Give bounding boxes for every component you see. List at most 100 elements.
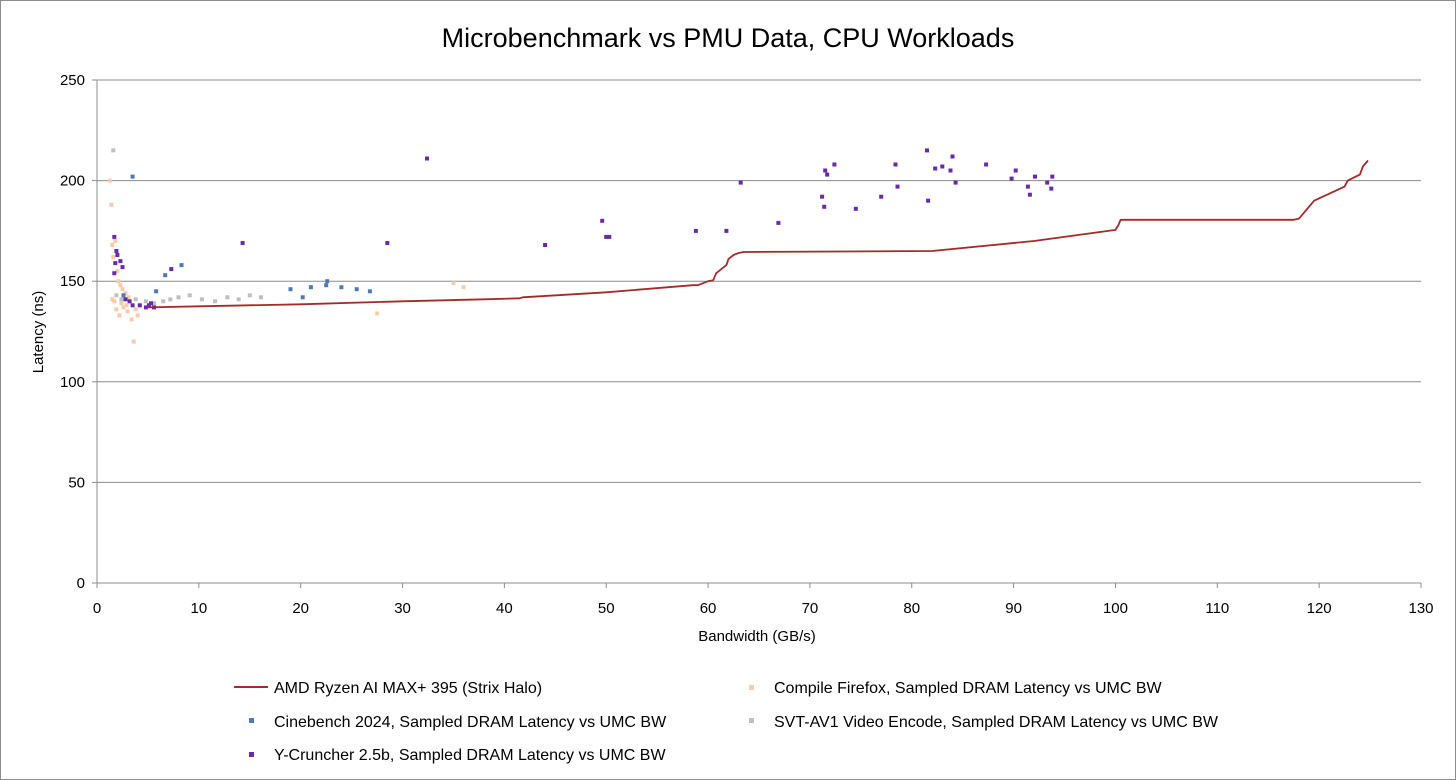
data-point — [1050, 174, 1055, 179]
data-point — [451, 281, 456, 286]
data-point — [152, 301, 156, 306]
data-point — [114, 249, 119, 253]
data-point — [111, 255, 116, 260]
data-point — [225, 295, 230, 300]
data-point — [118, 259, 123, 264]
data-point — [1025, 184, 1030, 189]
series-3 — [111, 148, 263, 306]
data-point — [724, 228, 729, 233]
data-point — [308, 285, 313, 290]
data-point — [124, 303, 129, 308]
data-point — [169, 267, 174, 272]
data-point — [926, 198, 931, 203]
data-point — [112, 234, 117, 239]
data-point — [126, 295, 131, 300]
x-tick-label: 100 — [1103, 600, 1128, 617]
y-tick-labels: 0 50 100 150 200 250 — [60, 72, 85, 592]
x-tick-labels: 0 10 20 30 40 50 60 70 80 90 100 110 120 130 — [93, 600, 1434, 617]
data-point — [925, 148, 929, 153]
x-tick-label: 110 — [1205, 600, 1229, 617]
data-point — [114, 293, 119, 298]
axes — [92, 79, 1422, 588]
data-series — [108, 148, 1369, 344]
data-point — [154, 289, 159, 294]
legend: AMD Ryzen AI MAX+ 395 (Strix Halo) Compi… — [234, 680, 1219, 764]
data-point — [895, 184, 900, 189]
data-point — [117, 313, 122, 318]
data-point — [950, 154, 955, 159]
data-point — [131, 339, 136, 344]
data-point — [984, 162, 989, 167]
data-point — [115, 269, 120, 274]
y-tick-label: 0 — [77, 575, 85, 592]
x-tick-label: 120 — [1307, 600, 1332, 617]
data-point — [853, 206, 858, 211]
y-tick-label: 100 — [60, 374, 85, 391]
data-point — [146, 303, 151, 308]
legend-label-cinebench: Cinebench 2024, Sampled DRAM Latency vs … — [274, 714, 667, 731]
legend-marker-cinebench — [249, 718, 254, 723]
data-point — [879, 194, 884, 199]
x-tick-label: 30 — [394, 600, 411, 617]
chart-title: Microbenchmark vs PMU Data, CPU Workload… — [442, 23, 1015, 53]
series-2 — [121, 174, 372, 300]
data-point — [111, 148, 116, 153]
data-point — [121, 305, 126, 310]
data-point — [425, 156, 429, 161]
series-1 — [108, 178, 466, 344]
data-point — [385, 241, 390, 245]
data-point — [236, 297, 241, 302]
data-point — [119, 297, 124, 302]
data-point — [953, 180, 958, 185]
data-point — [288, 287, 293, 292]
legend-marker-y-cruncher — [249, 752, 254, 757]
data-point — [825, 172, 830, 177]
y-tick-label: 150 — [60, 273, 85, 290]
data-point — [893, 162, 898, 167]
data-point — [127, 299, 132, 304]
legend-label-compile-firefox: Compile Firefox, Sampled DRAM Latency vs… — [774, 680, 1163, 697]
data-point — [143, 305, 148, 310]
data-point — [199, 297, 204, 302]
y-tick-label: 250 — [60, 72, 85, 89]
data-point — [933, 166, 938, 171]
data-point — [693, 228, 698, 233]
legend-entry-compile-firefox: Compile Firefox, Sampled DRAM Latency vs… — [749, 680, 1163, 697]
data-point — [118, 283, 123, 288]
data-point — [176, 295, 181, 300]
legend-entry-y-cruncher: Y-Cruncher 2.5b, Sampled DRAM Latency vs… — [249, 747, 666, 764]
data-point — [121, 293, 126, 298]
x-axis-title: Bandwidth (GB/s) — [698, 628, 816, 645]
data-point — [948, 168, 953, 173]
data-point — [822, 204, 827, 209]
data-point — [168, 297, 173, 302]
data-point — [940, 164, 945, 169]
data-point — [354, 287, 359, 292]
data-point — [543, 243, 548, 247]
data-point — [133, 307, 138, 312]
data-point — [113, 261, 118, 266]
x-tick-label: 10 — [191, 600, 208, 617]
data-point — [133, 297, 138, 302]
x-tick-label: 0 — [93, 600, 101, 617]
data-point — [832, 162, 837, 167]
data-point — [116, 279, 121, 284]
x-tick-label: 40 — [496, 600, 513, 617]
data-point — [120, 265, 125, 270]
data-point — [375, 311, 380, 316]
legend-label-y-cruncher: Y-Cruncher 2.5b, Sampled DRAM Latency vs… — [274, 747, 666, 764]
data-point — [1045, 180, 1050, 185]
data-point — [325, 279, 330, 284]
data-point — [130, 303, 135, 308]
data-point — [120, 287, 125, 292]
data-point — [187, 293, 192, 298]
legend-entry-cinebench: Cinebench 2024, Sampled DRAM Latency vs … — [249, 714, 667, 731]
data-point — [123, 297, 128, 302]
data-point — [367, 289, 372, 294]
data-point — [1049, 186, 1054, 191]
x-tick-label: 90 — [1005, 600, 1022, 617]
data-point — [247, 293, 252, 298]
data-point — [607, 234, 612, 239]
x-tick-label: 20 — [292, 600, 309, 617]
